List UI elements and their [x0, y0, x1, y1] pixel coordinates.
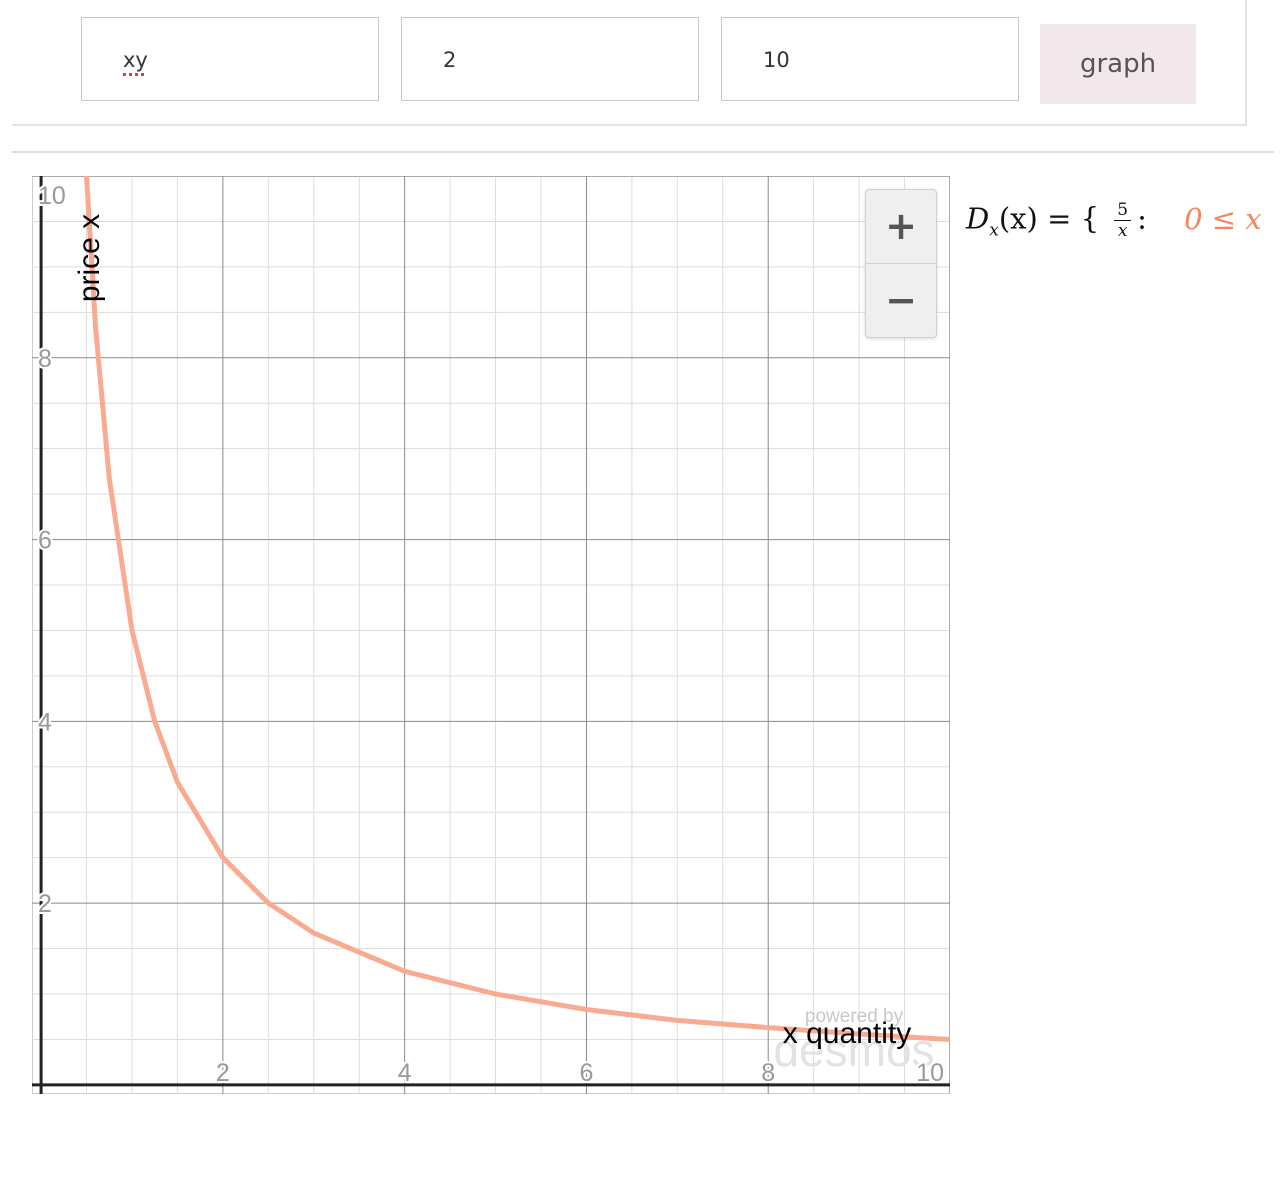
x-tick-label: 10 [916, 1059, 944, 1087]
formula-colon: : [1137, 201, 1147, 236]
param-b-input-value: 10 [763, 48, 790, 72]
series-line-demand-curve [84, 176, 950, 1042]
formula-equals: = [1047, 201, 1072, 236]
panel-divider [12, 151, 1274, 153]
graph-button[interactable]: graph [1040, 24, 1196, 104]
x-tick-label: 6 [579, 1059, 593, 1087]
param-a-input-value: 2 [443, 48, 457, 72]
function-input[interactable]: xy [81, 17, 379, 101]
y-tick-label: 8 [38, 345, 52, 373]
x-axis-label: x quantity [783, 1017, 911, 1050]
zoom-in-button[interactable]: + [866, 190, 936, 264]
y-axis-label: price x [73, 214, 106, 302]
formula-subscript: x [989, 220, 999, 241]
param-b-input[interactable]: 10 [721, 17, 1019, 101]
formula-denominator: x [1117, 221, 1128, 241]
y-tick-label: 4 [38, 708, 52, 736]
x-tick-label: 2 [216, 1059, 230, 1087]
control-panel [12, 0, 1247, 126]
formula-function-name: D [966, 201, 990, 236]
formula-brace: { [1080, 201, 1100, 236]
formula-fraction: 5 x [1114, 200, 1132, 241]
zoom-controls: + − [865, 189, 937, 338]
y-tick-label: 6 [38, 527, 52, 555]
y-tick-label: 10 [38, 182, 66, 210]
formula-display: Dx(x) = { 5 x : 0 ≤ x [966, 200, 1286, 256]
formula-argument: (x) [998, 201, 1038, 236]
watermark-text: powered by [805, 1006, 904, 1027]
function-input-value: xy [123, 48, 148, 72]
formula-numerator: 5 [1114, 200, 1132, 221]
graph-canvas[interactable]: powered by desmos 2 4 6 8 10 2 4 6 8 10 x quantity pr… [32, 176, 950, 1094]
plot-frame [32, 176, 950, 1094]
x-tick-label: 8 [761, 1059, 775, 1087]
zoom-out-button[interactable]: − [885, 278, 917, 322]
param-a-input[interactable]: 2 [401, 17, 699, 101]
x-tick-label: 4 [398, 1059, 412, 1087]
y-tick-label: 2 [38, 890, 52, 918]
formula-condition: 0 ≤ x [1184, 201, 1262, 236]
